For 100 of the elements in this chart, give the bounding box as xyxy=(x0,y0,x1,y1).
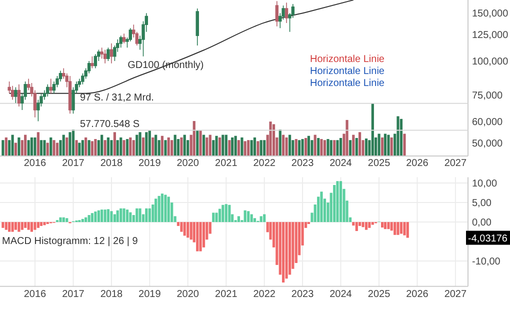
y-tick-label: 10,00 xyxy=(472,178,498,190)
bar xyxy=(126,210,129,222)
x-tick-label: 2021 xyxy=(215,289,238,300)
y-tick-label: -10,00 xyxy=(472,256,501,268)
bar xyxy=(84,217,88,222)
bar xyxy=(167,137,170,156)
bar xyxy=(247,211,250,222)
candlestick xyxy=(284,2,288,24)
bar xyxy=(192,121,196,156)
bar xyxy=(68,132,72,156)
x-tick-label: 2016 xyxy=(24,158,47,169)
bar xyxy=(288,134,292,156)
bar xyxy=(352,134,355,156)
bar xyxy=(94,139,97,156)
x-tick-label: 2027 xyxy=(444,289,467,300)
bar xyxy=(88,140,90,156)
bar xyxy=(180,137,183,156)
bar xyxy=(260,216,262,222)
bar xyxy=(403,222,406,236)
x-tick-label: 2026 xyxy=(406,158,429,169)
bar xyxy=(154,134,158,156)
bar xyxy=(4,222,8,230)
y-tick-label: 50,000 xyxy=(472,138,504,150)
bar xyxy=(250,214,253,222)
bar xyxy=(88,215,90,222)
bar xyxy=(11,222,14,232)
bar xyxy=(11,134,14,156)
bar xyxy=(390,222,393,231)
bar xyxy=(106,137,110,156)
bar xyxy=(2,140,4,156)
candlestick xyxy=(90,56,94,69)
bar xyxy=(406,222,409,238)
bar xyxy=(81,140,84,156)
bar xyxy=(301,139,304,156)
x-tick-label: 2018 xyxy=(100,158,124,169)
bar xyxy=(120,137,122,156)
x-tick-label: 2017 xyxy=(62,158,85,169)
x-tick-label: 2018 xyxy=(100,289,124,300)
x-tick-label: 2019 xyxy=(138,289,162,300)
bar xyxy=(160,194,164,222)
bar xyxy=(215,212,218,222)
bar xyxy=(97,210,100,222)
bar xyxy=(129,137,132,156)
bar xyxy=(263,140,266,156)
bar xyxy=(129,212,132,222)
candlestick xyxy=(106,47,110,62)
bar xyxy=(196,222,199,252)
y-tick-label: 150,000 xyxy=(472,8,509,20)
bar xyxy=(228,204,231,222)
bar xyxy=(348,140,352,156)
bar xyxy=(190,222,192,240)
series-label: GD100 (monthly) xyxy=(128,60,204,72)
bar xyxy=(269,122,272,156)
bar xyxy=(256,141,260,156)
bar xyxy=(355,138,358,156)
bar xyxy=(285,222,288,279)
y-tick-label: 60,000 xyxy=(472,116,504,128)
bar xyxy=(27,222,30,230)
candlestick xyxy=(275,0,279,27)
bar xyxy=(113,132,116,156)
bar xyxy=(24,222,27,228)
bar xyxy=(4,137,8,156)
bar xyxy=(142,137,145,156)
bar xyxy=(183,222,186,236)
candlestick xyxy=(46,84,50,97)
bar xyxy=(244,210,246,222)
bar xyxy=(14,142,17,156)
bar xyxy=(378,134,380,156)
x-tick-label: 2020 xyxy=(176,289,200,300)
bar xyxy=(320,139,323,156)
bar xyxy=(75,140,78,156)
text: -4,03176 xyxy=(468,233,508,244)
bar xyxy=(339,181,342,222)
annotation: Horizontale Linie xyxy=(310,66,385,77)
bar xyxy=(278,130,282,156)
bar xyxy=(30,222,34,232)
bar xyxy=(110,211,113,222)
candlestick xyxy=(103,49,107,64)
bar xyxy=(136,134,138,156)
bar xyxy=(116,140,119,156)
bar xyxy=(199,222,202,252)
bar xyxy=(176,139,180,156)
y-tick-label: 75,000 xyxy=(472,90,504,102)
bar xyxy=(14,222,17,230)
bar xyxy=(400,118,403,156)
bar xyxy=(355,222,358,232)
x-tick-label: 2019 xyxy=(138,158,162,169)
bar xyxy=(371,103,374,156)
bar xyxy=(333,185,336,222)
bar xyxy=(288,222,292,275)
bar xyxy=(390,137,393,156)
bar xyxy=(336,140,339,156)
bar xyxy=(317,138,320,156)
y-tick-label: 125,000 xyxy=(472,30,509,42)
bar xyxy=(323,140,326,156)
bar xyxy=(384,134,387,156)
bar xyxy=(333,140,336,156)
bar xyxy=(152,137,154,156)
bar xyxy=(62,217,65,222)
bar xyxy=(250,140,253,156)
